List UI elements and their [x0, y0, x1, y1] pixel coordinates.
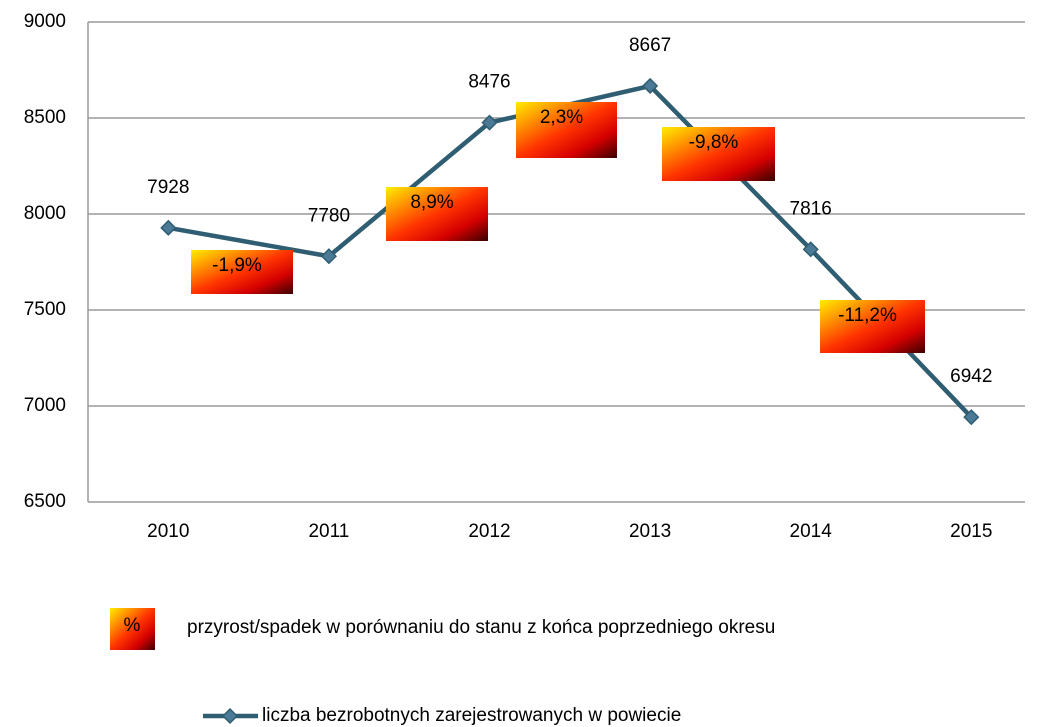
y-tick-label: 8500 [24, 107, 66, 128]
legend-text: przyrost/spadek w porównaniu do stanu z … [187, 617, 775, 638]
annotation-box [191, 250, 293, 294]
x-tick-label: 2011 [308, 521, 349, 542]
data-label: 7928 [147, 177, 189, 198]
y-tick-label: 6500 [24, 491, 66, 512]
x-tick-label: 2015 [950, 521, 992, 542]
annotation-box [516, 102, 617, 158]
annotation-box [820, 300, 925, 353]
annotation-box [662, 127, 775, 181]
marker [320, 248, 337, 265]
legend-swatch [110, 608, 155, 650]
annotation-label: 8,9% [410, 192, 453, 213]
y-tick-label: 8000 [24, 203, 66, 224]
legend-marker [221, 707, 239, 725]
marker [802, 241, 819, 258]
marker [481, 114, 498, 131]
annotation-label: -9,8% [689, 132, 739, 153]
marker [160, 219, 177, 236]
y-tick-label: 9000 [24, 11, 66, 32]
annotation-label: 2,3% [540, 107, 583, 128]
y-tick-label: 7500 [24, 299, 66, 320]
data-label: 8667 [629, 35, 671, 56]
x-tick-label: 2013 [629, 521, 671, 542]
legend-label: liczba bezrobotnych zarejestrowanych w p… [262, 705, 681, 726]
y-tick-label: 7000 [24, 395, 66, 416]
data-label: 8476 [468, 72, 510, 93]
data-label: 7816 [790, 198, 832, 219]
annotation-box [386, 187, 488, 241]
legend-symbol: % [124, 615, 141, 636]
data-label: 6942 [950, 366, 992, 387]
marker [642, 77, 659, 94]
x-tick-label: 2010 [147, 521, 189, 542]
marker [963, 409, 980, 426]
x-tick-label: 2014 [790, 521, 833, 542]
x-tick-label: 2012 [468, 521, 510, 542]
annotation-label: -1,9% [212, 255, 262, 276]
data-label: 7780 [308, 205, 350, 226]
annotation-label: -11,2% [838, 305, 897, 326]
